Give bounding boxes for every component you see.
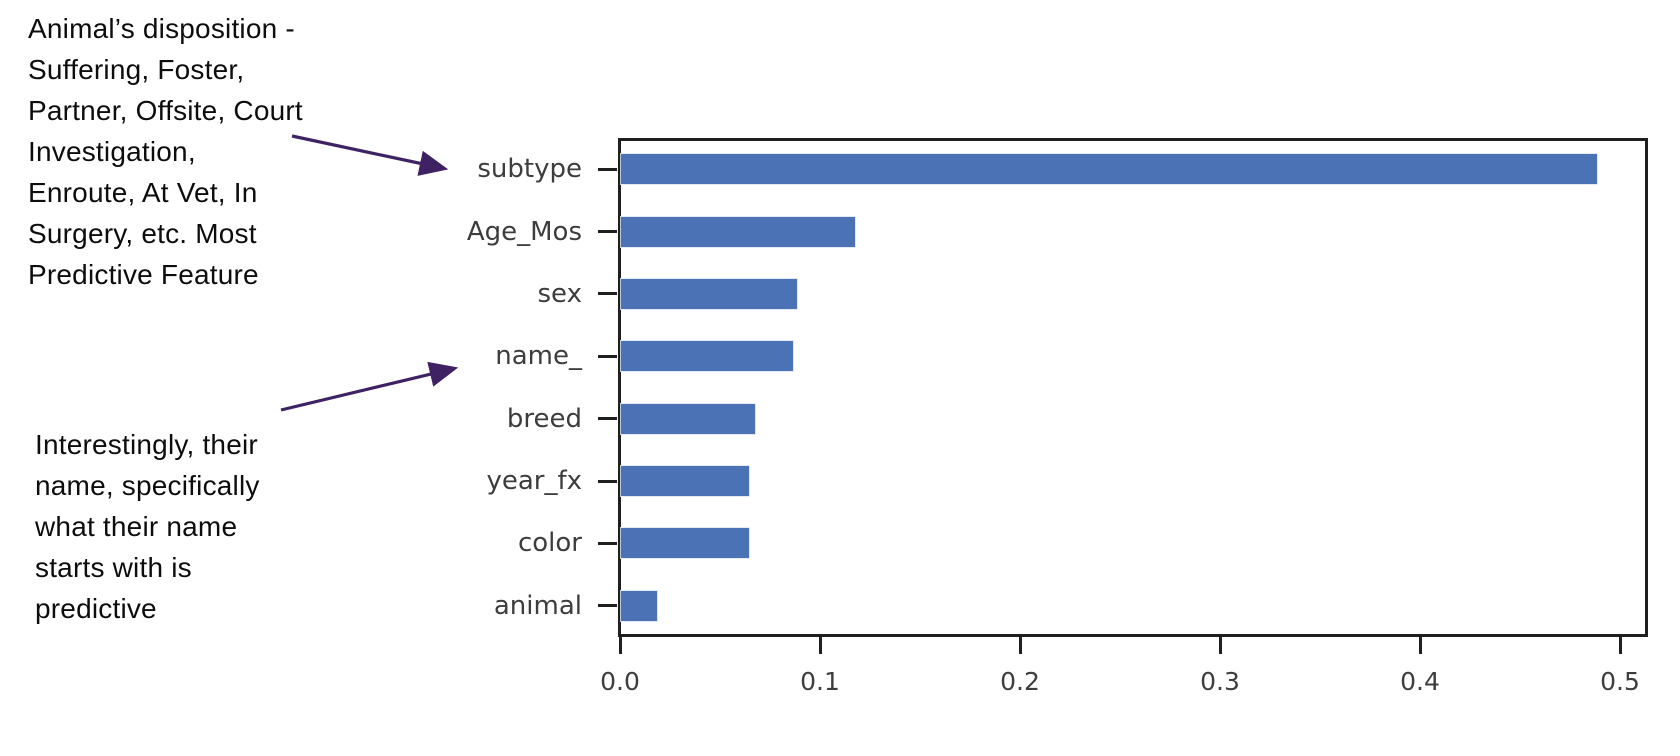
y-tick-mark [598, 230, 617, 234]
x-tick-mark [1218, 637, 1222, 654]
bar-name_ [621, 341, 793, 372]
y-tick-label: breed [506, 403, 582, 434]
x-tick-mark [618, 637, 622, 654]
bar-year_fx [621, 466, 749, 497]
y-tick-mark [598, 604, 617, 608]
x-tick-mark [1618, 637, 1622, 654]
bar-sex [621, 278, 797, 309]
annotation-name-text: Interestingly, their name, specifically … [35, 429, 260, 624]
x-tick-label: 0.2 [1000, 667, 1040, 696]
y-tick-label: subtype [477, 154, 582, 185]
y-tick-mark [598, 354, 617, 358]
x-tick-label: 0.0 [600, 667, 640, 696]
y-tick-mark [598, 167, 617, 171]
bar-color [621, 528, 749, 559]
x-tick-mark [1018, 637, 1022, 654]
y-tick-mark [598, 541, 617, 545]
x-tick-mark [818, 637, 822, 654]
bar-subtype [621, 154, 1597, 185]
bar-Age_Mos [621, 216, 855, 247]
bar-breed [621, 403, 755, 434]
y-tick-mark [598, 479, 617, 483]
annotation-disposition-text: Animal’s disposition - Suffering, Foster… [28, 13, 303, 290]
x-tick-mark [1418, 637, 1422, 654]
x-tick-label: 0.3 [1200, 667, 1240, 696]
y-tick-mark [598, 292, 617, 296]
x-tick-label: 0.4 [1400, 667, 1440, 696]
bar-animal [621, 590, 657, 621]
y-tick-label: Age_Mos [466, 216, 582, 247]
y-tick-label: name_ [495, 341, 582, 372]
x-tick-label: 0.5 [1600, 667, 1640, 696]
y-tick-label: sex [537, 278, 582, 309]
y-tick-label: animal [493, 590, 582, 621]
y-tick-label: color [517, 528, 582, 559]
plot-area [618, 138, 1648, 637]
y-tick-label: year_fx [486, 466, 582, 497]
y-tick-mark [598, 417, 617, 421]
x-tick-label: 0.1 [800, 667, 840, 696]
